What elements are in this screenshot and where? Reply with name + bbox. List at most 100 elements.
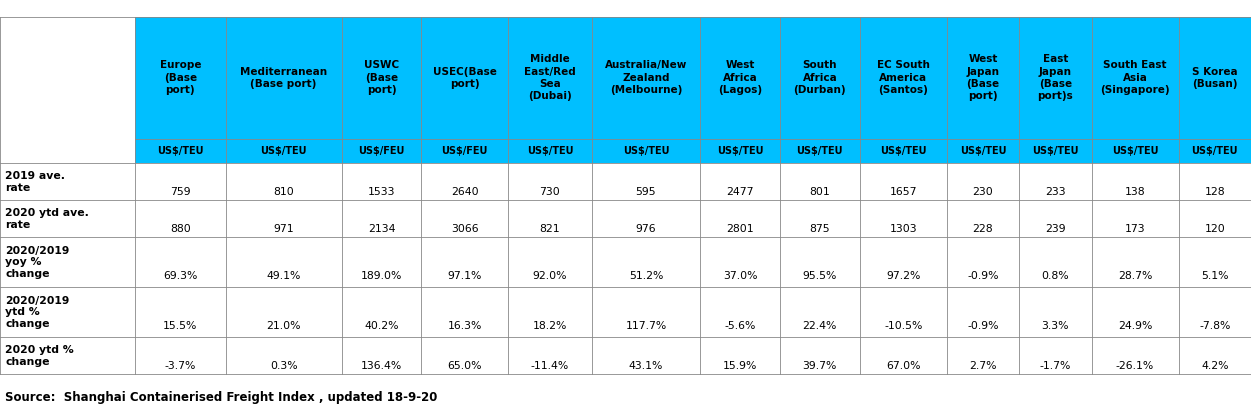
Bar — [0, 337, 1251, 374]
Text: -0.9%: -0.9% — [967, 321, 998, 332]
Text: 128: 128 — [1205, 187, 1225, 197]
Text: 95.5%: 95.5% — [803, 271, 837, 281]
Text: US$/TEU: US$/TEU — [527, 146, 573, 156]
Text: Middle
East/Red
Sea
(Dubai): Middle East/Red Sea (Dubai) — [524, 54, 575, 102]
Text: 3066: 3066 — [452, 224, 479, 234]
Text: 138: 138 — [1125, 187, 1146, 197]
Text: US$/FEU: US$/FEU — [358, 146, 404, 156]
Text: 18.2%: 18.2% — [533, 321, 567, 332]
Text: 976: 976 — [636, 224, 657, 234]
Text: -26.1%: -26.1% — [1116, 361, 1155, 371]
Bar — [0, 163, 1251, 201]
Text: 875: 875 — [809, 224, 831, 234]
Text: US$/TEU: US$/TEU — [1191, 146, 1238, 156]
Bar — [135, 17, 1251, 139]
Text: 2020 ytd ave.
rate: 2020 ytd ave. rate — [5, 208, 89, 230]
Text: -10.5%: -10.5% — [884, 321, 922, 332]
Bar — [0, 201, 1251, 238]
Text: 810: 810 — [273, 187, 294, 197]
Text: 0.3%: 0.3% — [270, 361, 298, 371]
Text: US$/TEU: US$/TEU — [158, 146, 204, 156]
Bar — [135, 139, 1251, 163]
Text: 233: 233 — [1045, 187, 1066, 197]
Text: 801: 801 — [809, 187, 831, 197]
Text: West
Japan
(Base
port): West Japan (Base port) — [966, 54, 1000, 102]
Text: -0.9%: -0.9% — [967, 271, 998, 281]
Text: 21.0%: 21.0% — [266, 321, 301, 332]
Text: 120: 120 — [1205, 224, 1225, 234]
Text: US$/TEU: US$/TEU — [1032, 146, 1078, 156]
Text: 51.2%: 51.2% — [629, 271, 663, 281]
Text: 28.7%: 28.7% — [1118, 271, 1152, 281]
Text: 230: 230 — [972, 187, 993, 197]
Text: 40.2%: 40.2% — [364, 321, 399, 332]
Bar — [0, 287, 1251, 337]
Text: 4.2%: 4.2% — [1201, 361, 1228, 371]
Text: 3.3%: 3.3% — [1042, 321, 1070, 332]
Text: South East
Asia
(Singapore): South East Asia (Singapore) — [1100, 60, 1170, 95]
Text: 2020 ytd %
change: 2020 ytd % change — [5, 345, 74, 366]
Text: Europe
(Base
port): Europe (Base port) — [160, 60, 201, 95]
Text: 821: 821 — [539, 224, 560, 234]
Text: West
Africa
(Lagos): West Africa (Lagos) — [718, 60, 762, 95]
Text: 2801: 2801 — [727, 224, 754, 234]
Text: 189.0%: 189.0% — [360, 271, 402, 281]
Bar — [0, 238, 1251, 287]
Text: 2134: 2134 — [368, 224, 395, 234]
Text: USWC
(Base
port): USWC (Base port) — [364, 60, 399, 95]
Text: US$/TEU: US$/TEU — [623, 146, 669, 156]
Text: 880: 880 — [170, 224, 190, 234]
Text: 0.8%: 0.8% — [1042, 271, 1070, 281]
Text: 173: 173 — [1125, 224, 1146, 234]
Text: 65.0%: 65.0% — [448, 361, 482, 371]
Text: 69.3%: 69.3% — [163, 271, 198, 281]
Text: 37.0%: 37.0% — [723, 271, 757, 281]
Text: 39.7%: 39.7% — [803, 361, 837, 371]
Text: 97.1%: 97.1% — [448, 271, 482, 281]
Text: -1.7%: -1.7% — [1040, 361, 1071, 371]
Text: -3.7%: -3.7% — [165, 361, 196, 371]
Text: 759: 759 — [170, 187, 190, 197]
Text: USEC(Base
port): USEC(Base port) — [433, 67, 497, 89]
Text: US$/TEU: US$/TEU — [260, 146, 306, 156]
Text: 2.7%: 2.7% — [970, 361, 997, 371]
Text: 136.4%: 136.4% — [360, 361, 402, 371]
Text: 92.0%: 92.0% — [533, 271, 567, 281]
Text: US$/FEU: US$/FEU — [442, 146, 488, 156]
Text: 15.9%: 15.9% — [723, 361, 757, 371]
Text: 1533: 1533 — [368, 187, 395, 197]
Text: 24.9%: 24.9% — [1118, 321, 1152, 332]
Text: 49.1%: 49.1% — [266, 271, 300, 281]
Text: 15.5%: 15.5% — [163, 321, 198, 332]
Text: US$/TEU: US$/TEU — [960, 146, 1006, 156]
Text: 22.4%: 22.4% — [803, 321, 837, 332]
Text: 2020/2019
ytd %
change: 2020/2019 ytd % change — [5, 296, 69, 329]
Text: Mediterranean
(Base port): Mediterranean (Base port) — [240, 67, 328, 89]
Text: 97.2%: 97.2% — [886, 271, 921, 281]
Text: 2020/2019
yoy %
change: 2020/2019 yoy % change — [5, 246, 69, 279]
Text: EC South
America
(Santos): EC South America (Santos) — [877, 60, 929, 95]
Text: 971: 971 — [273, 224, 294, 234]
Text: US$/TEU: US$/TEU — [797, 146, 843, 156]
Text: 595: 595 — [636, 187, 657, 197]
Text: 43.1%: 43.1% — [629, 361, 663, 371]
Text: US$/TEU: US$/TEU — [1112, 146, 1158, 156]
Text: -5.6%: -5.6% — [724, 321, 756, 332]
Text: Source:  Shanghai Containerised Freight Index , updated 18-9-20: Source: Shanghai Containerised Freight I… — [5, 391, 438, 404]
Text: 67.0%: 67.0% — [886, 361, 921, 371]
Text: US$/TEU: US$/TEU — [879, 146, 927, 156]
Text: 1657: 1657 — [889, 187, 917, 197]
Text: -7.8%: -7.8% — [1198, 321, 1231, 332]
Text: 1303: 1303 — [889, 224, 917, 234]
Text: 5.1%: 5.1% — [1201, 271, 1228, 281]
Text: -11.4%: -11.4% — [530, 361, 569, 371]
Text: 16.3%: 16.3% — [448, 321, 482, 332]
Text: S Korea
(Busan): S Korea (Busan) — [1192, 67, 1237, 89]
Text: 2477: 2477 — [727, 187, 754, 197]
Text: South
Africa
(Durban): South Africa (Durban) — [793, 60, 846, 95]
Text: Australia/New
Zealand
(Melbourne): Australia/New Zealand (Melbourne) — [604, 60, 687, 95]
Text: 239: 239 — [1045, 224, 1066, 234]
Text: US$/TEU: US$/TEU — [717, 146, 763, 156]
Text: 228: 228 — [972, 224, 993, 234]
Text: 730: 730 — [539, 187, 560, 197]
